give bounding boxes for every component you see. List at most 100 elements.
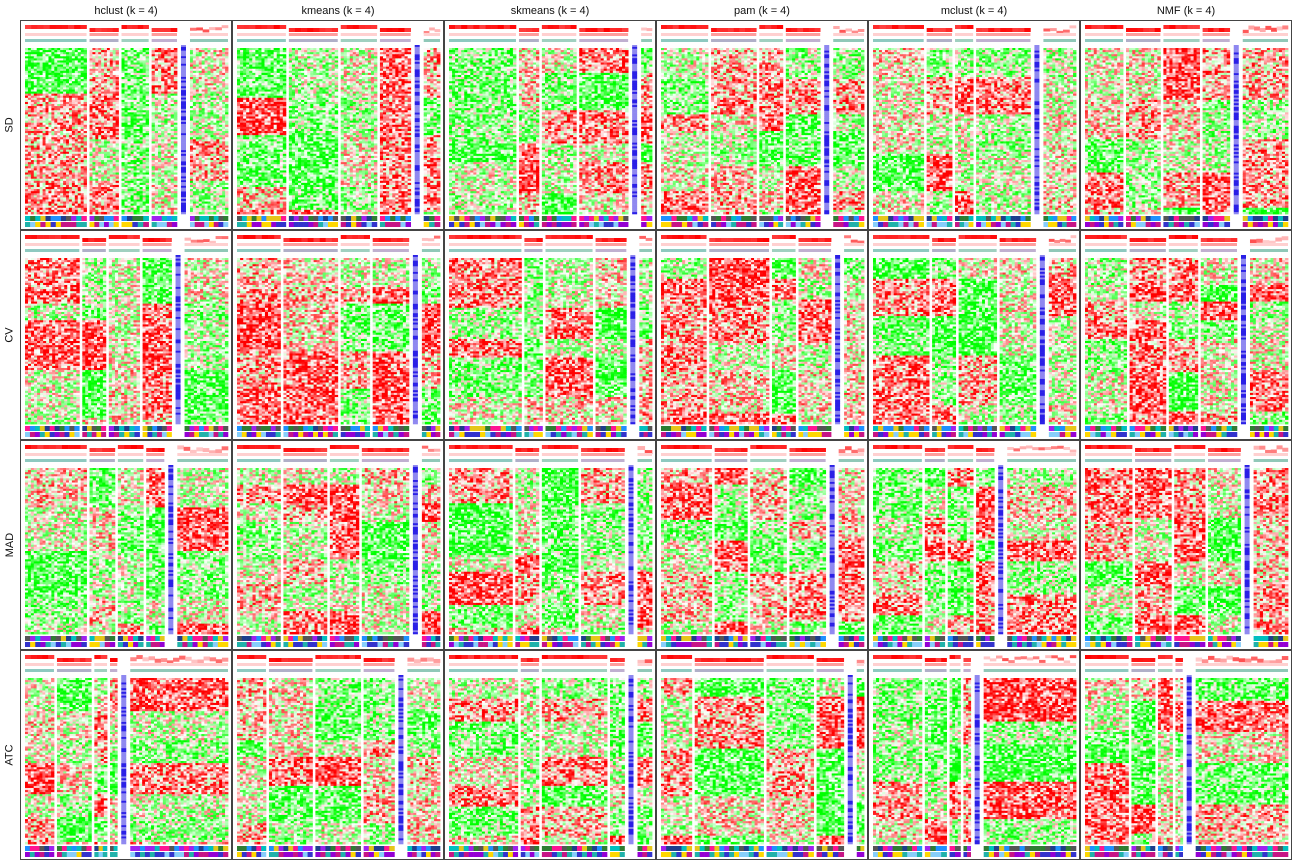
- heatmap-cell: [205, 212, 208, 214]
- heatmap-cell: [155, 212, 159, 214]
- annotation-cell: [171, 28, 178, 32]
- silhouette-cell: [181, 107, 186, 109]
- silhouette-cell: [181, 54, 186, 56]
- silhouette-cell: [181, 133, 186, 135]
- annotation-cell: [50, 25, 56, 29]
- annotation-cell: [132, 25, 138, 29]
- annotation-cell: [215, 27, 222, 30]
- silhouette-cell: [181, 90, 186, 92]
- silhouette-cell: [181, 47, 186, 49]
- silhouette-cell: [181, 120, 186, 122]
- annotation-cell: [62, 25, 68, 29]
- heatmap-cell: [60, 212, 63, 214]
- heatmap-cell: [37, 212, 40, 214]
- annotation-cell: [90, 33, 119, 36]
- silhouette-cell: [181, 77, 186, 79]
- annotation-cell: [138, 25, 144, 29]
- heatmap-cell: [84, 212, 87, 214]
- heatmap-cell: [95, 212, 98, 214]
- silhouette-cell: [181, 131, 186, 133]
- heatmap-cell: [219, 212, 222, 214]
- annotation-cell: [101, 28, 107, 32]
- column-title: mclust (k = 4): [868, 2, 1080, 20]
- annotation-cell: [90, 39, 119, 42]
- heatmap-cell: [104, 212, 107, 214]
- heatmap-cell: [137, 212, 140, 214]
- silhouette-cell: [181, 53, 186, 55]
- annotation-cell: [190, 28, 197, 31]
- heatmap-cell: [25, 212, 28, 214]
- annotation-cell: [152, 33, 177, 36]
- heatmap-cell: [69, 212, 72, 214]
- heatmap-cell: [208, 212, 211, 214]
- silhouette-cell: [181, 62, 186, 64]
- row-label-text: MAD: [4, 533, 16, 557]
- silhouette-cell: [181, 79, 186, 81]
- heatmap-cell: [174, 212, 178, 214]
- annotation-cell: [122, 25, 128, 29]
- heatmap-cell: [31, 212, 34, 214]
- annotation-cell: [25, 25, 31, 29]
- heatmap-cell: [140, 212, 143, 214]
- silhouette-cell: [181, 143, 186, 145]
- silhouette-cell: [181, 98, 186, 100]
- heatmap-cell: [222, 212, 225, 214]
- heatmap-cell: [51, 212, 54, 214]
- silhouette-cell: [181, 60, 186, 62]
- silhouette-cell: [181, 94, 186, 96]
- heatmap-cell: [101, 212, 104, 214]
- heatmap-cell: [48, 212, 51, 214]
- heatmap-cell: [171, 212, 175, 214]
- column-title: NMF (k = 4): [1080, 2, 1292, 20]
- annotation-cell: [152, 39, 177, 42]
- silhouette-cell: [181, 148, 186, 150]
- silhouette-cell: [181, 114, 186, 116]
- silhouette-cell: [181, 51, 186, 53]
- heatmap-cell: [75, 212, 78, 214]
- silhouette-cell: [181, 81, 186, 83]
- heatmap-cell: [158, 212, 162, 214]
- heatmap-cell: [125, 212, 128, 214]
- row-label-text: ATC: [4, 744, 16, 765]
- heatmap-cell: [196, 212, 199, 214]
- heatmap-body: [25, 48, 228, 214]
- annotation-cell: [37, 25, 43, 29]
- heatmap-cell: [110, 212, 113, 214]
- silhouette-cell: [181, 130, 186, 132]
- silhouette-cell: [181, 135, 186, 137]
- heatmap-cell: [216, 212, 219, 214]
- silhouette-cell: [181, 99, 186, 101]
- silhouette-cell: [181, 71, 186, 73]
- silhouette-cell: [181, 92, 186, 94]
- heatmap-cell: [107, 212, 110, 214]
- annotation-cell: [164, 28, 171, 32]
- heatmap-panel: [20, 20, 232, 230]
- heatmap-cell: [116, 212, 119, 214]
- annotation-cell: [196, 27, 203, 30]
- annotation-cell: [90, 28, 96, 32]
- silhouette-cell: [181, 69, 186, 71]
- silhouette-cell: [181, 146, 186, 148]
- column-title: pam (k = 4): [656, 2, 868, 20]
- heatmap-cell: [164, 212, 168, 214]
- annotation-cell: [158, 28, 165, 32]
- silhouette-cell: [181, 150, 186, 152]
- row-label-text: CV: [4, 327, 16, 342]
- row-label: CV: [0, 230, 20, 440]
- heatmap-cell: [131, 212, 134, 214]
- heatmap-cell: [92, 212, 95, 214]
- annotation-cell: [25, 39, 87, 42]
- heatmap-cell: [190, 212, 193, 214]
- column-title: hclust (k = 4): [20, 2, 232, 20]
- silhouette-cell: [181, 86, 186, 88]
- annotation-cell: [68, 25, 74, 29]
- silhouette-cell: [181, 109, 186, 111]
- silhouette-cell: [181, 58, 186, 60]
- heatmap-cell: [113, 212, 116, 214]
- heatmap-cell: [122, 212, 125, 214]
- heatmap-cell: [213, 212, 216, 214]
- annotation-cell: [143, 25, 149, 29]
- heatmap-cell: [34, 212, 37, 214]
- annotation-cell: [43, 25, 49, 29]
